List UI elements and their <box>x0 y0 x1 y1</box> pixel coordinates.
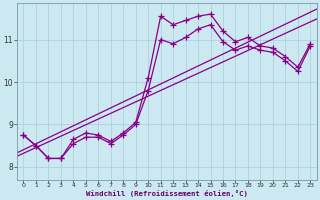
X-axis label: Windchill (Refroidissement éolien,°C): Windchill (Refroidissement éolien,°C) <box>86 190 248 197</box>
